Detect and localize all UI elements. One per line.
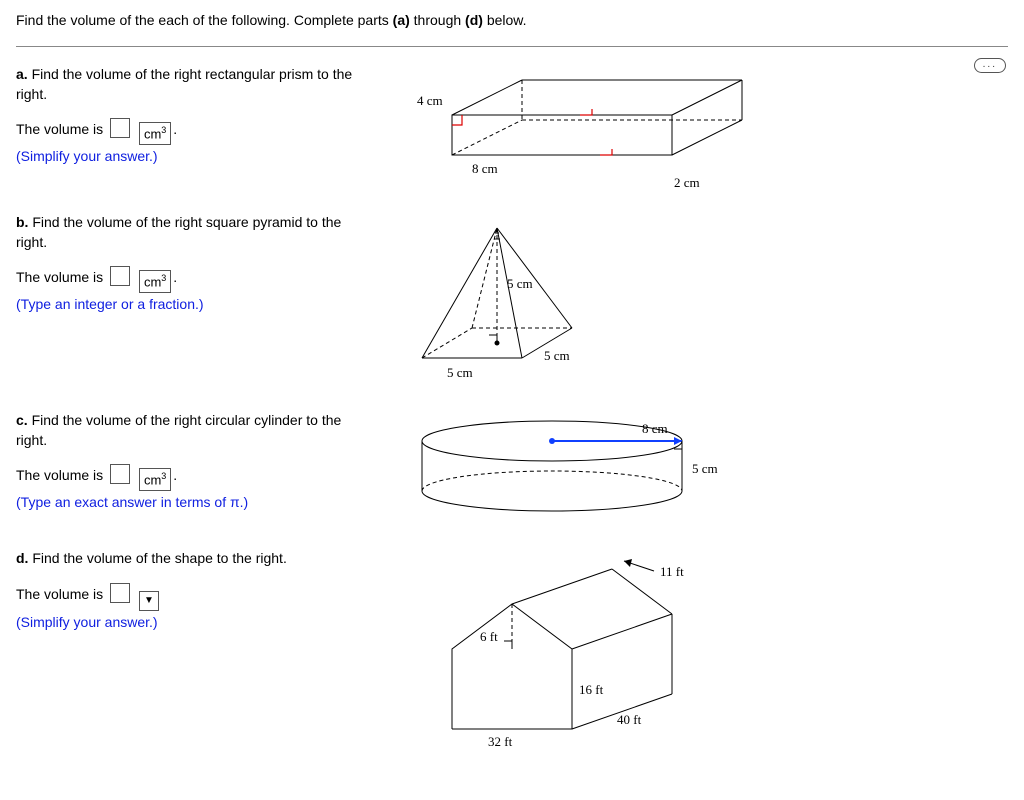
volume-prefix: The volume is	[16, 269, 107, 285]
unit-cm-base: cm	[144, 274, 161, 289]
part-b-hint: (Type an integer or a fraction.)	[16, 295, 376, 315]
part-a-hint: (Simplify your answer.)	[16, 147, 376, 167]
part-a-answer-line: The volume is cm3.	[16, 118, 376, 145]
instructions-text-1: Find the volume of the each of the follo…	[16, 12, 393, 28]
unit-cm-exp: 3	[161, 125, 166, 135]
d-dim-slant: 11 ft	[660, 564, 684, 579]
divider	[16, 46, 1008, 47]
part-a-prompt: Find the volume of the right rectangular…	[16, 66, 352, 102]
pentagonal-prism-svg: 6 ft 16 ft 32 ft 40 ft 11 ft	[392, 549, 752, 749]
part-d-prompt: Find the volume of the shape to the righ…	[28, 550, 286, 566]
d-dim-h: 16 ft	[579, 682, 604, 697]
period: .	[173, 121, 177, 137]
part-c-label: c.	[16, 412, 28, 428]
part-d: d. Find the volume of the shape to the r…	[16, 549, 1008, 749]
b-dim-h: 5 cm	[507, 276, 533, 291]
part-d-unit-select[interactable]: ▼	[139, 591, 159, 611]
volume-prefix: The volume is	[16, 121, 107, 137]
part-d-figure: 6 ft 16 ft 32 ft 40 ft 11 ft	[392, 549, 1008, 749]
b-dim-b2: 5 cm	[544, 348, 570, 363]
part-a: a. Find the volume of the right rectangu…	[16, 65, 1008, 195]
part-b: b. Find the volume of the right square p…	[16, 213, 1008, 393]
unit-cm-base: cm	[144, 472, 161, 487]
part-c-answer-line: The volume is cm3.	[16, 464, 376, 491]
a-dim-h: 4 cm	[417, 93, 443, 108]
part-d-answer-input[interactable]	[110, 583, 130, 603]
part-b-prompt: Find the volume of the right square pyra…	[16, 214, 341, 250]
unit-cm3: cm3	[139, 468, 171, 492]
part-c: c. Find the volume of the right circular…	[16, 411, 1008, 531]
instructions: Find the volume of the each of the follo…	[16, 12, 1008, 38]
part-b-answer-input[interactable]	[110, 266, 130, 286]
unit-cm3: cm3	[139, 122, 171, 146]
part-c-answer-input[interactable]	[110, 464, 130, 484]
d-dim-d: 40 ft	[617, 712, 642, 727]
c-dim-r: 8 cm	[642, 421, 668, 436]
unit-cm-exp: 3	[161, 471, 166, 481]
part-b-figure: 5 cm 5 cm 5 cm	[392, 213, 1008, 393]
d-dim-w: 32 ft	[488, 734, 513, 749]
volume-prefix: The volume is	[16, 467, 107, 483]
part-c-hint: (Type an exact answer in terms of π.)	[16, 493, 376, 513]
rectangular-prism-svg: 4 cm 8 cm 2 cm	[392, 65, 812, 195]
instructions-text-2: through	[410, 12, 465, 28]
period: .	[173, 269, 177, 285]
part-b-answer-line: The volume is cm3.	[16, 266, 376, 293]
part-c-prompt: Find the volume of the right circular cy…	[16, 412, 341, 448]
a-dim-d: 2 cm	[674, 175, 700, 190]
instructions-text-3: below.	[483, 12, 527, 28]
part-b-label: b.	[16, 214, 28, 230]
unit-cm-base: cm	[144, 126, 161, 141]
unit-cm-exp: 3	[161, 273, 166, 283]
a-dim-w: 8 cm	[472, 161, 498, 176]
instructions-bold-d: (d)	[465, 12, 483, 28]
part-a-answer-input[interactable]	[110, 118, 130, 138]
b-dim-b1: 5 cm	[447, 365, 473, 380]
part-d-label: d.	[16, 550, 28, 566]
instructions-bold-a: (a)	[393, 12, 410, 28]
period: .	[173, 467, 177, 483]
part-a-figure: 4 cm 8 cm 2 cm	[392, 65, 1008, 195]
part-d-hint: (Simplify your answer.)	[16, 613, 376, 633]
volume-prefix: The volume is	[16, 586, 107, 602]
cylinder-svg: 8 cm 5 cm	[392, 411, 752, 531]
pyramid-svg: 5 cm 5 cm 5 cm	[392, 213, 652, 393]
unit-cm3: cm3	[139, 270, 171, 294]
part-d-answer-line: The volume is ▼	[16, 583, 376, 611]
part-c-figure: 8 cm 5 cm	[392, 411, 1008, 531]
part-a-label: a.	[16, 66, 28, 82]
c-dim-h: 5 cm	[692, 461, 718, 476]
d-dim-roof-h: 6 ft	[480, 629, 498, 644]
